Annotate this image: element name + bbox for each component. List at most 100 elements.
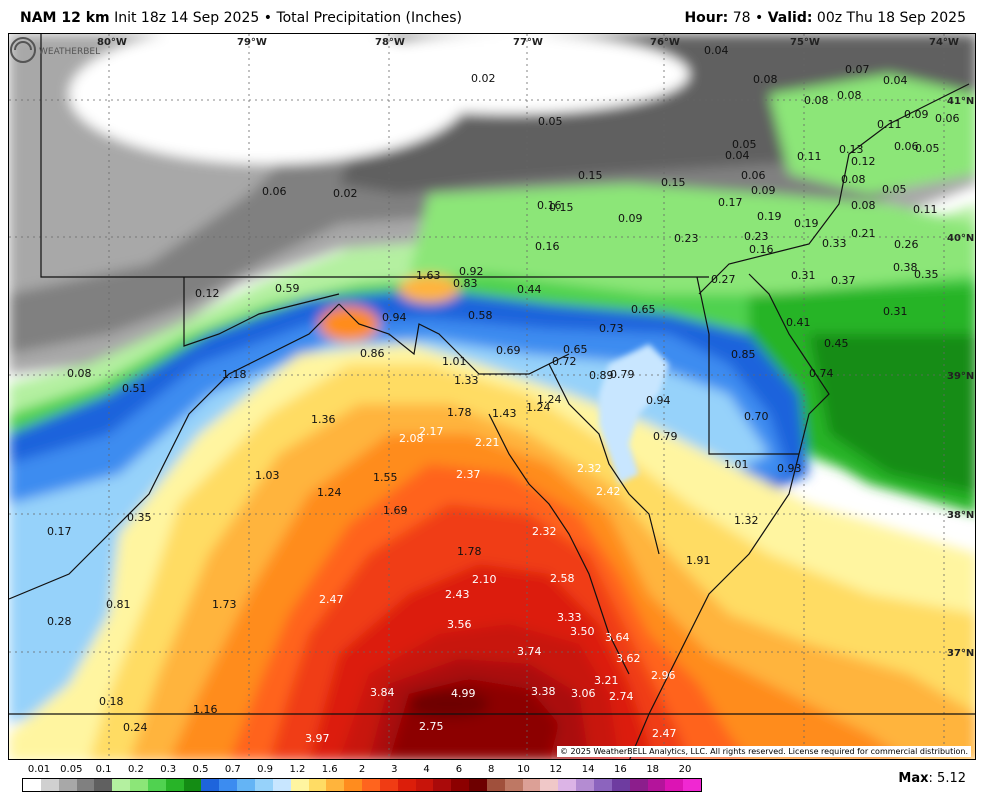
precip-value-label: 0.81 [106, 598, 131, 611]
precip-value-label: 0.74 [809, 367, 834, 380]
precip-value-label: 0.06 [894, 140, 919, 153]
precip-value-label: 0.35 [914, 268, 939, 281]
copyright-notice: © 2025 WeatherBELL Analytics, LLC. All r… [557, 746, 971, 757]
legend-tick-label: 8 [488, 764, 495, 775]
precip-value-label: 0.05 [732, 138, 757, 151]
max-value: Max: 5.12 [898, 771, 966, 786]
precip-value-label: 0.07 [845, 63, 870, 76]
header-left: NAM 12 km Init 18z 14 Sep 2025 • Total P… [20, 10, 462, 26]
coordinate-labels: 80°W 79°W 78°W 77°W 76°W 75°W 74°W 41°N … [97, 37, 974, 659]
precip-value-label: 2.42 [596, 485, 621, 498]
precip-value-label: 0.06 [741, 169, 766, 182]
precip-value-label: 0.94 [646, 394, 671, 407]
precip-value-label: 3.21 [594, 674, 619, 687]
legend-tick-label: 3 [391, 764, 398, 775]
legend-tick-label: 4 [423, 764, 430, 775]
precip-value-label: 2.08 [399, 432, 424, 445]
precip-value-label: 0.85 [731, 348, 756, 361]
precip-value-label: 3.33 [557, 611, 582, 624]
precip-value-label: 0.72 [552, 355, 577, 368]
precip-value-label: 1.36 [311, 413, 336, 426]
legend-swatch [451, 779, 470, 791]
precip-value-label: 1.91 [686, 554, 711, 567]
precip-value-label: 3.56 [447, 618, 472, 631]
lat-label-39n: 39°N [947, 371, 974, 382]
lon-label-78w: 78°W [375, 37, 405, 48]
precip-value-label: 2.74 [609, 690, 634, 703]
legend-swatch [308, 779, 327, 791]
legend-tick-label: 0.7 [224, 764, 241, 775]
precip-value-label: 0.79 [610, 368, 635, 381]
precip-value-label: 3.74 [517, 645, 542, 658]
precip-value-label: 2.58 [550, 572, 575, 585]
precip-value-label: 2.43 [445, 588, 470, 601]
legend-swatch [576, 779, 594, 791]
precip-value-label: 0.58 [468, 309, 493, 322]
precip-value-label: 1.69 [383, 504, 408, 517]
precip-value-label: 0.37 [831, 274, 856, 287]
precip-value-label: 0.21 [851, 227, 876, 240]
precip-value-label: 3.64 [605, 631, 630, 644]
legend-swatch [112, 779, 131, 791]
precip-value-label: 0.08 [837, 89, 862, 102]
precip-value-label: 1.43 [492, 407, 517, 420]
legend-swatch [647, 779, 666, 791]
precip-value-label: 0.86 [360, 347, 385, 360]
precip-value-label: 0.12 [851, 155, 876, 168]
precip-value-label: 0.11 [877, 118, 902, 131]
precip-value-label: 0.08 [804, 94, 829, 107]
legend-tick-label: 14 [581, 764, 595, 775]
legend-tick-label: 6 [455, 764, 463, 775]
max-label: Max [898, 771, 929, 786]
precip-value-label: 0.27 [711, 273, 736, 286]
precip-value-label: 0.35 [127, 511, 152, 524]
precip-value-label: 0.69 [496, 344, 521, 357]
precip-value-label: 2.21 [475, 436, 500, 449]
hour-label: Hour: [684, 10, 729, 26]
legend-tick-label: 12 [549, 764, 563, 775]
precip-value-label: 3.50 [570, 625, 595, 638]
precip-value-label: 0.15 [578, 169, 603, 182]
precip-value-label: 2.47 [652, 727, 677, 740]
precip-value-label: 0.94 [382, 311, 407, 324]
precip-value-label: 1.32 [734, 514, 759, 527]
precip-value-label: 0.19 [794, 217, 819, 230]
legend-swatch [237, 779, 255, 791]
lon-label-80w: 80°W [97, 37, 127, 48]
precip-value-label: 0.02 [333, 187, 358, 200]
precip-value-label: 0.51 [122, 382, 147, 395]
precipitation-map[interactable]: 80°W 79°W 78°W 77°W 76°W 75°W 74°W 41°N … [8, 33, 976, 760]
model-name: NAM 12 km [20, 10, 110, 26]
precip-value-label: 0.44 [517, 283, 542, 296]
legend-swatch [683, 779, 702, 791]
lat-label-37n: 37°N [947, 648, 974, 659]
legend-tick-label: 1.2 [289, 764, 306, 775]
precip-value-label: 0.15 [661, 176, 686, 189]
legend-swatch [58, 779, 77, 791]
precip-value-label: 3.38 [531, 685, 556, 698]
precip-value-label: 0.31 [883, 305, 908, 318]
legend-swatch [130, 779, 148, 791]
precip-value-label: 2.32 [577, 462, 602, 475]
precip-value-label: 0.06 [935, 112, 960, 125]
legend-swatch [165, 779, 184, 791]
legend-swatch [540, 779, 559, 791]
legend-swatch [611, 779, 630, 791]
weatherbell-logo: WEATHERBELL [10, 37, 101, 63]
legend-tick-label: 0.9 [257, 764, 274, 775]
precip-value-label: 2.32 [532, 525, 557, 538]
legend-tick-label: 18 [646, 764, 660, 775]
precip-value-label: 0.16 [749, 243, 774, 256]
legend-tick-label: 2 [358, 764, 366, 775]
legend-swatch [147, 779, 166, 791]
precip-value-label: 0.05 [915, 142, 940, 155]
precip-value-label: 1.18 [222, 368, 247, 381]
hour-value: 78 [732, 10, 751, 26]
precip-value-label: 1.24 [317, 486, 342, 499]
precip-value-label: 0.09 [904, 108, 929, 121]
legend-tick-label: 10 [517, 764, 530, 775]
precip-value-label: 2.47 [319, 593, 344, 606]
legend-swatch [201, 779, 220, 791]
legend-tick-label: 0.2 [127, 764, 144, 775]
precip-value-label: 0.05 [538, 115, 563, 128]
